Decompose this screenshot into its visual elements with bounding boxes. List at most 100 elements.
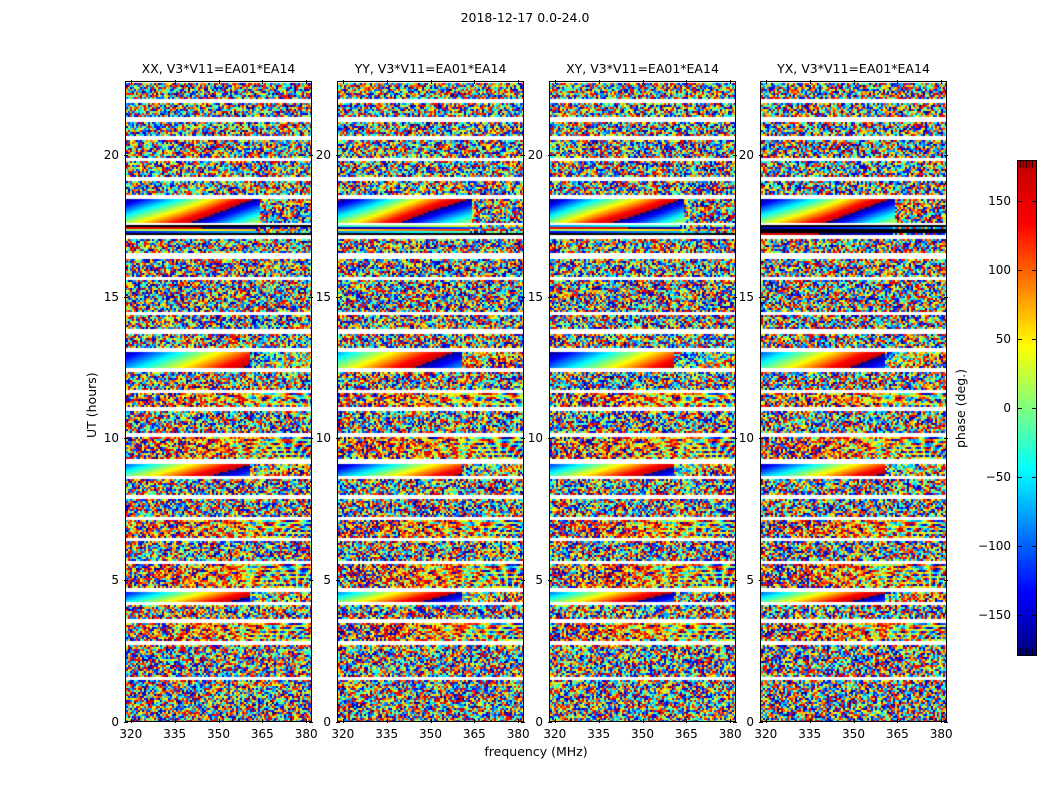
y-tick [124, 154, 128, 156]
panel-title-xx: XX, V3*V11=EA01*EA14 [141, 61, 296, 76]
colorbar-tick [1032, 270, 1037, 272]
x-tick [174, 719, 176, 723]
y-tick [548, 580, 552, 582]
x-tick-label: 365 [462, 727, 486, 741]
x-tick [765, 80, 767, 84]
x-tick [730, 719, 732, 723]
colorbar-tick [1032, 545, 1037, 547]
y-tick-label: 20 [527, 147, 543, 162]
y-tick-label: 20 [103, 147, 119, 162]
x-tick-label: 320 [119, 727, 143, 741]
y-tick [309, 296, 313, 298]
figure-suptitle: 2018-12-17 0.0-24.0 [460, 10, 590, 25]
y-tick [759, 722, 763, 723]
x-tick-label: 380 [718, 727, 742, 741]
y-tick [944, 580, 948, 582]
x-axis-label: frequency (MHz) [484, 744, 588, 759]
heatmap-axes-xx [125, 81, 312, 722]
y-tick-label: 0 [535, 715, 543, 729]
x-tick [853, 719, 855, 723]
y-tick-label: 10 [315, 431, 331, 446]
x-tick [262, 80, 264, 84]
x-tick [809, 719, 811, 723]
x-tick-label: 380 [929, 727, 953, 741]
colorbar-tick-label: 50 [995, 332, 1011, 347]
x-tick [941, 80, 943, 84]
y-tick-label: 0 [111, 715, 119, 729]
x-tick-label: 335 [587, 727, 611, 741]
colorbar-tick [1017, 614, 1022, 616]
y-tick [336, 722, 340, 723]
colorbar-tick [1017, 201, 1022, 203]
panel-title-yy: YY, V3*V11=EA01*EA14 [354, 61, 507, 76]
x-tick [809, 80, 811, 84]
x-tick [342, 719, 344, 723]
x-tick-label: 380 [294, 727, 318, 741]
x-tick [897, 80, 899, 84]
y-tick [733, 580, 737, 582]
y-tick-label: 20 [315, 147, 331, 162]
y-tick [309, 154, 313, 156]
x-tick [474, 719, 476, 723]
x-tick-label: 365 [250, 727, 274, 741]
y-tick [336, 438, 340, 440]
heatmap-axes-yy [337, 81, 524, 722]
y-tick [336, 296, 340, 298]
colorbar-tick [1032, 614, 1037, 616]
y-tick [521, 438, 525, 440]
heatmap-axes-xy [549, 81, 736, 722]
y-tick [548, 438, 552, 440]
y-tick [759, 438, 763, 440]
y-tick-label: 0 [323, 715, 331, 729]
x-tick [853, 80, 855, 84]
y-tick [733, 154, 737, 156]
x-tick [474, 80, 476, 84]
colorbar-tick [1032, 339, 1037, 341]
x-tick [642, 719, 644, 723]
y-tick-label: 15 [103, 289, 119, 304]
colorbar-tick [1032, 476, 1037, 478]
y-tick-label: 5 [746, 573, 754, 588]
heatmap-image-xy [550, 82, 735, 721]
y-tick [336, 154, 340, 156]
y-tick-label: 5 [111, 573, 119, 588]
colorbar-image [1018, 161, 1036, 655]
colorbar-tick-label: 100 [988, 263, 1011, 278]
x-tick [306, 719, 308, 723]
x-tick-label: 335 [375, 727, 399, 741]
panel-xx: XX, V3*V11=EA01*EA14 320 335 350 365 380 0 5 10 1… [104, 61, 318, 741]
y-tick [548, 154, 552, 156]
x-tick [598, 719, 600, 723]
y-tick [733, 438, 737, 440]
x-tick-label: 320 [331, 727, 355, 741]
panel-yy: YY, V3*V11=EA01*EA14 320 335 350 365 380 0 5 10 1… [316, 61, 530, 741]
panel-title-yx: YX, V3*V11=EA01*EA14 [777, 61, 930, 76]
x-tick-label: 320 [754, 727, 778, 741]
heatmap-axes-yx [760, 81, 947, 722]
colorbar-tick [1017, 408, 1022, 409]
colorbar-tick-label: −150 [978, 607, 1011, 622]
x-tick [262, 719, 264, 723]
x-tick-label: 350 [842, 727, 865, 741]
y-tick-label: 15 [527, 289, 543, 304]
y-tick-label: 20 [738, 147, 754, 162]
y-tick [759, 580, 763, 582]
panel-xy: XY, V3*V11=EA01*EA14 320 335 350 365 380 0 5 10 1… [528, 61, 742, 741]
y-tick-label: 15 [315, 289, 331, 304]
x-tick [430, 719, 432, 723]
x-tick [941, 719, 943, 723]
y-tick [548, 722, 552, 723]
x-tick [342, 80, 344, 84]
y-tick [733, 722, 737, 723]
x-tick [554, 719, 556, 723]
colorbar-tick-label: −50 [985, 469, 1011, 484]
x-tick [765, 719, 767, 723]
y-axis-label: UT (hours) [84, 371, 99, 438]
colorbar-tick-label: −100 [978, 538, 1011, 553]
y-tick [944, 154, 948, 156]
y-tick [548, 296, 552, 298]
y-tick [124, 580, 128, 582]
y-tick-label: 10 [103, 431, 119, 446]
y-tick [309, 580, 313, 582]
